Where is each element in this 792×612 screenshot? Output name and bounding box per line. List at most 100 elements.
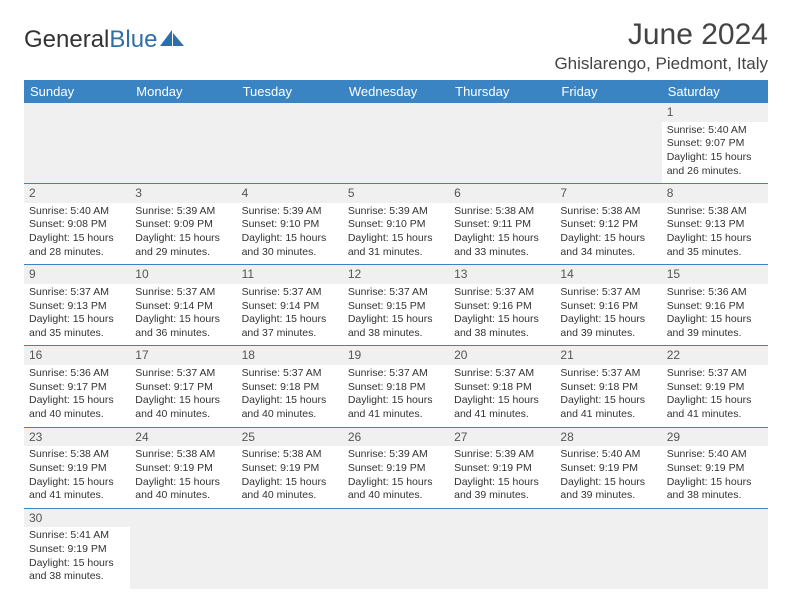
sunrise-text: Sunrise: 5:37 AM bbox=[135, 286, 231, 300]
sunrise-text: Sunrise: 5:38 AM bbox=[135, 448, 231, 462]
sunset-text: Sunset: 9:11 PM bbox=[454, 218, 550, 232]
weekday-header: Sunday bbox=[24, 80, 130, 103]
daylight-text: and 40 minutes. bbox=[348, 489, 444, 503]
sunrise-text: Sunrise: 5:36 AM bbox=[29, 367, 125, 381]
calendar-blank-cell bbox=[555, 103, 661, 184]
sunrise-text: Sunrise: 5:37 AM bbox=[242, 367, 338, 381]
sunrise-text: Sunrise: 5:40 AM bbox=[667, 124, 763, 138]
daylight-text: and 39 minutes. bbox=[560, 489, 656, 503]
calendar-day-cell: 4Sunrise: 5:39 AMSunset: 9:10 PMDaylight… bbox=[237, 184, 343, 265]
day-number: 16 bbox=[24, 346, 130, 365]
day-number: 22 bbox=[662, 346, 768, 365]
day-number: 2 bbox=[24, 184, 130, 203]
day-number: 1 bbox=[662, 103, 768, 122]
daylight-text: and 34 minutes. bbox=[560, 246, 656, 260]
daylight-text: and 40 minutes. bbox=[135, 408, 231, 422]
day-number: 23 bbox=[24, 428, 130, 447]
daylight-text: Daylight: 15 hours bbox=[135, 232, 231, 246]
daylight-text: Daylight: 15 hours bbox=[348, 394, 444, 408]
sunrise-text: Sunrise: 5:37 AM bbox=[29, 286, 125, 300]
daylight-text: and 39 minutes. bbox=[454, 489, 550, 503]
calendar-blank-cell bbox=[555, 508, 661, 589]
calendar-week-row: 16Sunrise: 5:36 AMSunset: 9:17 PMDayligh… bbox=[24, 346, 768, 427]
sunrise-text: Sunrise: 5:39 AM bbox=[135, 205, 231, 219]
daylight-text: Daylight: 15 hours bbox=[667, 151, 763, 165]
daylight-text: Daylight: 15 hours bbox=[29, 476, 125, 490]
sunrise-text: Sunrise: 5:39 AM bbox=[242, 205, 338, 219]
calendar-week-row: 30Sunrise: 5:41 AMSunset: 9:19 PMDayligh… bbox=[24, 508, 768, 589]
daylight-text: and 40 minutes. bbox=[242, 489, 338, 503]
calendar-blank-cell bbox=[343, 508, 449, 589]
calendar-blank-cell bbox=[662, 508, 768, 589]
weekday-header-row: SundayMondayTuesdayWednesdayThursdayFrid… bbox=[24, 80, 768, 103]
daylight-text: and 26 minutes. bbox=[667, 165, 763, 179]
sunrise-text: Sunrise: 5:38 AM bbox=[560, 205, 656, 219]
daylight-text: Daylight: 15 hours bbox=[667, 313, 763, 327]
sunrise-text: Sunrise: 5:37 AM bbox=[560, 286, 656, 300]
sunset-text: Sunset: 9:18 PM bbox=[560, 381, 656, 395]
daylight-text: Daylight: 15 hours bbox=[560, 476, 656, 490]
calendar-day-cell: 27Sunrise: 5:39 AMSunset: 9:19 PMDayligh… bbox=[449, 427, 555, 508]
daylight-text: and 41 minutes. bbox=[560, 408, 656, 422]
sunset-text: Sunset: 9:12 PM bbox=[560, 218, 656, 232]
day-number: 17 bbox=[130, 346, 236, 365]
daylight-text: Daylight: 15 hours bbox=[667, 232, 763, 246]
calendar-day-cell: 12Sunrise: 5:37 AMSunset: 9:15 PMDayligh… bbox=[343, 265, 449, 346]
sunrise-text: Sunrise: 5:37 AM bbox=[454, 367, 550, 381]
calendar-day-cell: 24Sunrise: 5:38 AMSunset: 9:19 PMDayligh… bbox=[130, 427, 236, 508]
day-number: 15 bbox=[662, 265, 768, 284]
sunset-text: Sunset: 9:19 PM bbox=[454, 462, 550, 476]
logo-text-1: General bbox=[24, 26, 109, 54]
calendar-day-cell: 29Sunrise: 5:40 AMSunset: 9:19 PMDayligh… bbox=[662, 427, 768, 508]
sunrise-text: Sunrise: 5:37 AM bbox=[242, 286, 338, 300]
daylight-text: Daylight: 15 hours bbox=[29, 313, 125, 327]
sunset-text: Sunset: 9:19 PM bbox=[135, 462, 231, 476]
calendar-day-cell: 11Sunrise: 5:37 AMSunset: 9:14 PMDayligh… bbox=[237, 265, 343, 346]
sunrise-text: Sunrise: 5:38 AM bbox=[454, 205, 550, 219]
calendar-day-cell: 9 Sunrise: 5:37 AMSunset: 9:13 PMDaylight… bbox=[24, 265, 130, 346]
day-number: 12 bbox=[343, 265, 449, 284]
daylight-text: and 40 minutes. bbox=[135, 489, 231, 503]
calendar-blank-cell bbox=[130, 103, 236, 184]
calendar-table: SundayMondayTuesdayWednesdayThursdayFrid… bbox=[24, 80, 768, 589]
daylight-text: Daylight: 15 hours bbox=[29, 232, 125, 246]
day-number: 30 bbox=[24, 509, 130, 528]
sunset-text: Sunset: 9:15 PM bbox=[348, 300, 444, 314]
daylight-text: and 38 minutes. bbox=[454, 327, 550, 341]
calendar-day-cell: 6Sunrise: 5:38 AMSunset: 9:11 PMDaylight… bbox=[449, 184, 555, 265]
day-number: 9 bbox=[24, 265, 130, 284]
day-number: 18 bbox=[237, 346, 343, 365]
calendar-day-cell: 5Sunrise: 5:39 AMSunset: 9:10 PMDaylight… bbox=[343, 184, 449, 265]
day-number: 19 bbox=[343, 346, 449, 365]
daylight-text: Daylight: 15 hours bbox=[242, 476, 338, 490]
daylight-text: Daylight: 15 hours bbox=[560, 313, 656, 327]
weekday-header: Wednesday bbox=[343, 80, 449, 103]
daylight-text: and 29 minutes. bbox=[135, 246, 231, 260]
header: GeneralBlue June 2024 Ghislarengo, Piedm… bbox=[24, 18, 768, 74]
daylight-text: and 36 minutes. bbox=[135, 327, 231, 341]
daylight-text: and 38 minutes. bbox=[348, 327, 444, 341]
sunrise-text: Sunrise: 5:37 AM bbox=[348, 367, 444, 381]
daylight-text: Daylight: 15 hours bbox=[560, 232, 656, 246]
daylight-text: Daylight: 15 hours bbox=[242, 313, 338, 327]
day-number: 10 bbox=[130, 265, 236, 284]
sunset-text: Sunset: 9:16 PM bbox=[560, 300, 656, 314]
daylight-text: and 41 minutes. bbox=[29, 489, 125, 503]
logo-text-2: Blue bbox=[109, 26, 157, 54]
sunset-text: Sunset: 9:13 PM bbox=[29, 300, 125, 314]
sunset-text: Sunset: 9:19 PM bbox=[667, 381, 763, 395]
weekday-header: Thursday bbox=[449, 80, 555, 103]
calendar-day-cell: 1Sunrise: 5:40 AMSunset: 9:07 PMDaylight… bbox=[662, 103, 768, 184]
daylight-text: and 38 minutes. bbox=[667, 489, 763, 503]
sunrise-text: Sunrise: 5:40 AM bbox=[560, 448, 656, 462]
daylight-text: Daylight: 15 hours bbox=[242, 232, 338, 246]
sunrise-text: Sunrise: 5:37 AM bbox=[454, 286, 550, 300]
daylight-text: Daylight: 15 hours bbox=[454, 394, 550, 408]
calendar-blank-cell bbox=[449, 508, 555, 589]
sunrise-text: Sunrise: 5:39 AM bbox=[454, 448, 550, 462]
calendar-day-cell: 7Sunrise: 5:38 AMSunset: 9:12 PMDaylight… bbox=[555, 184, 661, 265]
sunset-text: Sunset: 9:18 PM bbox=[242, 381, 338, 395]
daylight-text: and 41 minutes. bbox=[348, 408, 444, 422]
calendar-blank-cell bbox=[343, 103, 449, 184]
sunset-text: Sunset: 9:13 PM bbox=[667, 218, 763, 232]
